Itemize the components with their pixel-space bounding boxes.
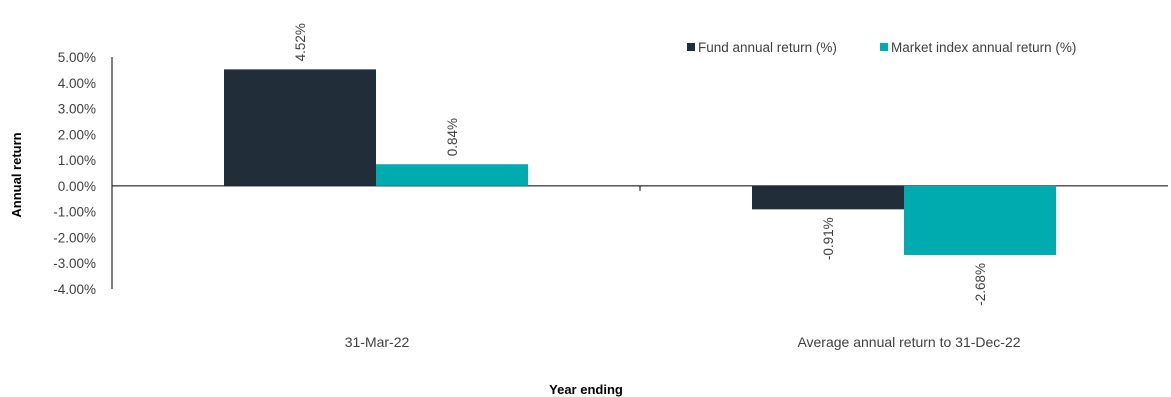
y-tick-label: 2.00%: [58, 127, 96, 142]
legend-label: Fund annual return (%): [698, 40, 837, 55]
y-tick-label: 3.00%: [58, 102, 96, 117]
bars: [224, 69, 1056, 255]
legend-label: Market index annual return (%): [891, 40, 1076, 55]
y-tick-label: -1.00%: [53, 205, 96, 220]
y-axis: 5.00% 4.00% 3.00% 2.00% 1.00% 0.00% -1.00% -2.0…: [53, 50, 113, 297]
bar: [904, 185, 1056, 255]
category-label: 31-Mar-22: [345, 334, 410, 350]
category-label: Average annual return to 31-Dec-22: [797, 334, 1020, 350]
legend-item: Market index annual return (%): [880, 40, 1076, 55]
bar: [752, 185, 904, 210]
y-tick-label: 1.00%: [58, 153, 96, 168]
y-tick-label: 5.00%: [58, 50, 96, 65]
legend: Fund annual return (%) Market index annua…: [687, 40, 1076, 55]
y-tick-label: -4.00%: [53, 282, 96, 297]
bar: [376, 164, 528, 186]
data-labels: 4.52% 0.84% -0.91% -2.68%: [293, 23, 988, 306]
data-label: -2.68%: [973, 263, 988, 306]
x-axis-title: Year ending: [549, 382, 623, 397]
y-axis-title: Annual return: [9, 132, 24, 217]
y-tick-label: 0.00%: [58, 179, 96, 194]
legend-item: Fund annual return (%): [687, 40, 837, 55]
category-labels: 31-Mar-22 Average annual return to 31-Dec…: [345, 334, 1021, 350]
data-label: -0.91%: [821, 217, 836, 260]
y-tick-label: -3.00%: [53, 256, 96, 271]
bar: [224, 69, 376, 186]
y-tick-label: -2.00%: [53, 230, 96, 245]
legend-swatch: [687, 43, 695, 51]
y-tick-label: 4.00%: [58, 76, 96, 91]
legend-swatch: [880, 43, 888, 51]
data-label: 0.84%: [445, 118, 460, 156]
data-label: 4.52%: [293, 23, 308, 61]
